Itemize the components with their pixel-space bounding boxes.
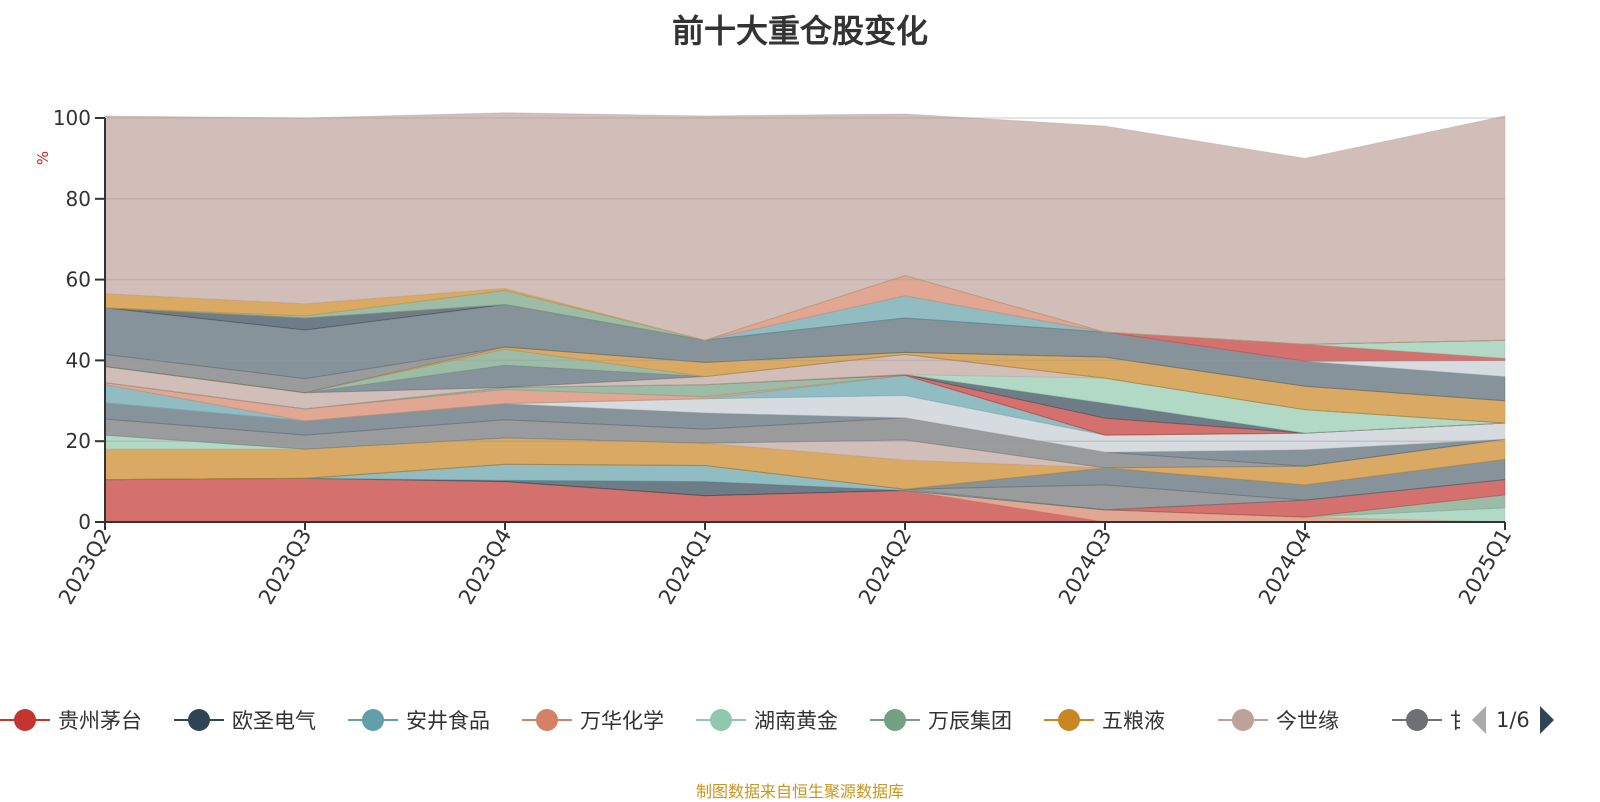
area-series-14: [104, 395, 1506, 453]
x-tick-label: 2024Q3: [1054, 525, 1116, 609]
legend-marker-icon: [696, 709, 746, 731]
legend-item[interactable]: 湖南黄金: [696, 702, 838, 738]
legend-item[interactable]: 安井食品: [348, 702, 490, 738]
x-tick-label: 2023Q3: [254, 525, 316, 609]
legend-prev-page-icon[interactable]: [1470, 705, 1488, 735]
x-tick-label: 2023Q2: [54, 525, 116, 609]
area-series-湖南黄金: [104, 477, 1506, 523]
legend: 贵州茅台 欧圣电气 安井食品 万华化学 湖南黄金 万辰集团 五粮液 今世缘 甘源食品: [0, 702, 1460, 738]
legend-pager: 1/6: [1470, 702, 1556, 738]
legend-item[interactable]: 万辰集团: [870, 702, 1012, 738]
y-tick-label: 60: [66, 268, 91, 292]
x-tick-label: 2023Q4: [454, 525, 516, 609]
legend-page-indicator: 1/6: [1496, 708, 1530, 732]
area-series-五粮液: [104, 437, 1506, 490]
legend-marker-icon: [348, 709, 398, 731]
y-tick-label: 0: [78, 510, 91, 534]
x-tick-label: 2024Q4: [1254, 525, 1316, 609]
legend-marker-icon: [1392, 709, 1442, 731]
legend-item[interactable]: 甘源食品: [1392, 702, 1460, 738]
legend-label: 安井食品: [406, 709, 490, 733]
area-series-group: [104, 112, 1506, 523]
legend-label: 湖南黄金: [754, 709, 838, 733]
legend-marker-icon: [0, 709, 50, 731]
x-tick-label: 2024Q1: [654, 525, 716, 609]
legend-label: 甘源食品: [1450, 705, 1460, 735]
area-series-4: [104, 477, 1506, 518]
legend-marker-icon: [1218, 709, 1268, 731]
area-series-万辰集团: [104, 477, 1506, 518]
x-tick-label: 2024Q2: [854, 525, 916, 609]
area-series-21: [104, 353, 1506, 424]
legend-marker-icon: [870, 709, 920, 731]
y-tick-label: 100: [53, 106, 91, 130]
legend-item[interactable]: 贵州茅台: [0, 702, 142, 738]
data-source-note: 制图数据来自恒生聚源数据库: [695, 782, 904, 801]
legend-item[interactable]: 今世缘: [1218, 702, 1339, 738]
y-tick-label: 80: [66, 187, 91, 211]
legend-item[interactable]: 五粮液: [1044, 702, 1165, 738]
y-tick-label: 20: [66, 429, 91, 453]
legend-label: 贵州茅台: [58, 709, 142, 733]
y-tick-label: 40: [66, 348, 91, 372]
legend-label: 万辰集团: [928, 709, 1012, 733]
legend-label: 五粮液: [1102, 709, 1165, 733]
y-axis-label: %: [34, 151, 52, 165]
legend-next-page-icon[interactable]: [1538, 705, 1556, 735]
legend-label: 万华化学: [580, 709, 664, 733]
area-series-35: [104, 112, 1506, 345]
legend-marker-icon: [1044, 709, 1094, 731]
legend-marker-icon: [522, 709, 572, 731]
chart-title: 前十大重仓股变化: [671, 12, 928, 50]
legend-label: 欧圣电气: [232, 709, 316, 733]
legend-item[interactable]: 欧圣电气: [174, 702, 316, 738]
area-series-8: [104, 458, 1506, 501]
stacked-area-chart: 0 20 40 60 80 100% 2023Q2 2023Q3 2023Q4 2024Q1 202…: [34, 106, 1516, 609]
x-tick-label: 2025Q1: [1454, 525, 1516, 609]
legend-item[interactable]: 万华化学: [522, 702, 664, 738]
legend-marker-icon: [174, 709, 224, 731]
legend-label: 今世缘: [1276, 709, 1339, 733]
